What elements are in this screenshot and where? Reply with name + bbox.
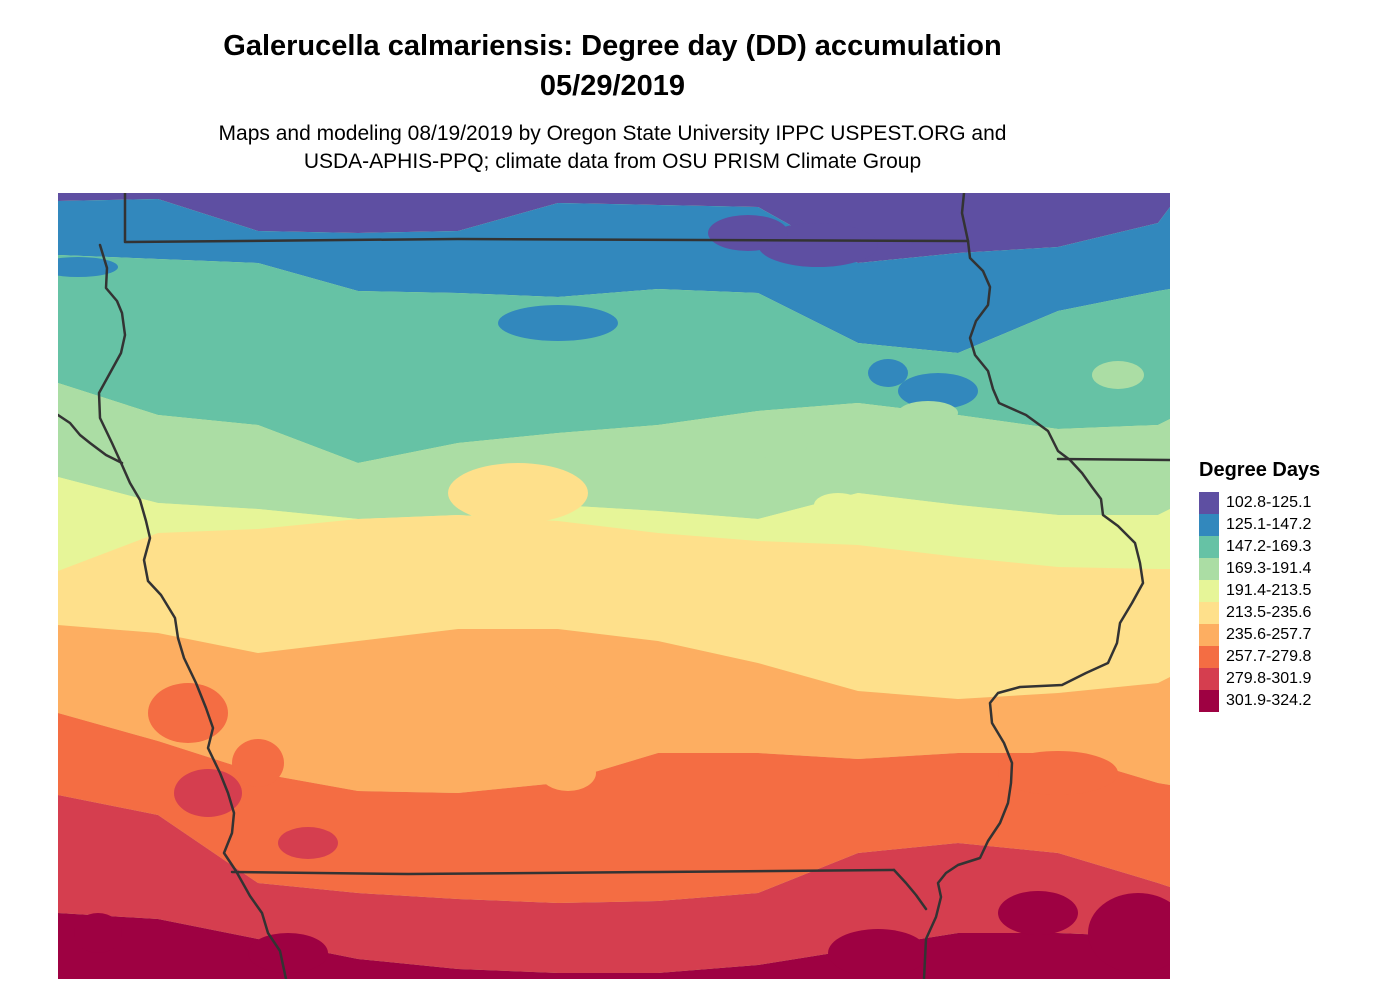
legend-label: 102.8-125.1 [1226,494,1311,512]
legend-item: 257.7-279.8 [1199,646,1389,668]
degree-day-patch [498,305,618,341]
degree-day-patch [814,493,862,517]
legend-swatch [1199,492,1219,514]
legend-label: 191.4-213.5 [1226,582,1311,600]
legend-item: 213.5-235.6 [1199,602,1389,624]
legend-swatch [1199,602,1219,624]
degree-day-patch [74,913,122,953]
legend-swatch [1199,624,1219,646]
degree-day-patch [828,929,928,977]
legend-item: 301.9-324.2 [1199,690,1389,712]
legend-swatch [1199,558,1219,580]
degree-day-patch [416,699,460,727]
legend-items: 102.8-125.1 125.1-147.2 147.2-169.3 169.… [1199,492,1389,712]
legend-label: 257.7-279.8 [1226,648,1311,666]
map-date: 05/29/2019 [0,68,1225,104]
legend-swatch [1199,690,1219,712]
legend-item: 279.8-301.9 [1199,668,1389,690]
degree-day-patch [548,647,648,699]
credit-line-1: Maps and modeling 08/19/2019 by Oregon S… [0,120,1225,148]
map-canvas [58,193,1170,979]
degree-day-patch [618,379,698,407]
legend-item: 235.6-257.7 [1199,624,1389,646]
degree-day-patch [998,751,1118,795]
legend-swatch [1199,536,1219,558]
degree-day-patch [540,755,596,791]
degree-day-patch [148,683,228,743]
degree-day-map [58,193,1170,979]
legend-item: 102.8-125.1 [1199,492,1389,514]
legend-label: 213.5-235.6 [1226,604,1311,622]
degree-day-patch [868,359,908,387]
degree-day-patch [1092,361,1144,389]
legend-label: 169.3-191.4 [1226,560,1311,578]
legend-label: 125.1-147.2 [1226,516,1311,534]
degree-day-patch [278,827,338,859]
legend-swatch [1199,668,1219,690]
degree-day-patch [708,215,788,251]
legend-item: 125.1-147.2 [1199,514,1389,536]
degree-day-patch [748,427,808,459]
degree-day-bands [58,193,1170,979]
legend-label: 235.6-257.7 [1226,626,1311,644]
legend-item: 147.2-169.3 [1199,536,1389,558]
map-title: Galerucella calmariensis: Degree day (DD… [0,28,1225,64]
credit-line-2: USDA-APHIS-PPQ; climate data from OSU PR… [0,148,1225,176]
legend: Degree Days 102.8-125.1 125.1-147.2 147.… [1199,458,1389,712]
degree-day-patch [998,891,1078,935]
legend-swatch [1199,646,1219,668]
degree-day-patch [898,401,958,425]
legend-label: 279.8-301.9 [1226,670,1311,688]
degree-day-patch [248,933,328,973]
legend-title: Degree Days [1199,458,1389,482]
legend-label: 301.9-324.2 [1226,692,1311,710]
legend-label: 147.2-169.3 [1226,538,1311,556]
legend-item: 191.4-213.5 [1199,580,1389,602]
legend-swatch [1199,580,1219,602]
wisconsin-illinois-border [1058,459,1170,460]
degree-day-patch [232,739,284,787]
legend-swatch [1199,514,1219,536]
degree-day-patch [448,463,588,523]
legend-item: 169.3-191.4 [1199,558,1389,580]
